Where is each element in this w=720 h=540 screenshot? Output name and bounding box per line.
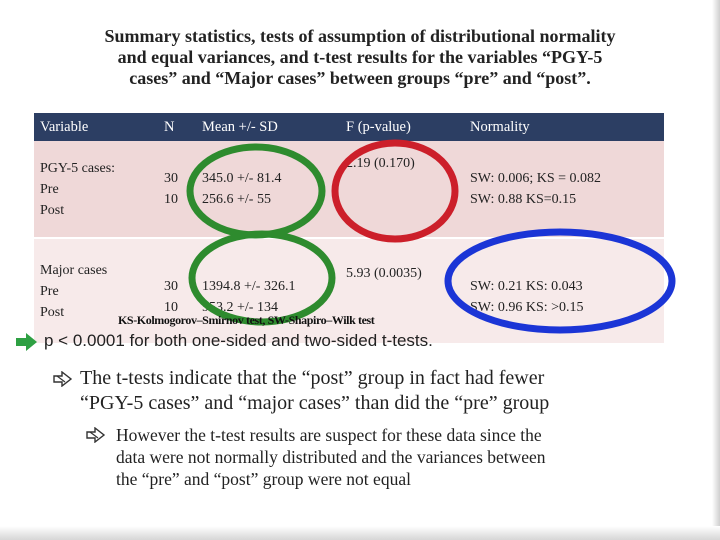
variable-cell: Major cases Pre Post bbox=[34, 238, 158, 345]
hollow-arrow-bullet-icon bbox=[86, 427, 106, 443]
f-cell: 5.93 (0.0035) bbox=[340, 238, 464, 345]
bullet-sub-text: However the t-test results are suspect f… bbox=[116, 424, 668, 490]
slide-title: Summary statistics, tests of assumption … bbox=[40, 26, 680, 89]
header-variable: Variable bbox=[34, 113, 158, 141]
header-normality: Normality bbox=[464, 113, 664, 141]
f-cell: 2.19 (0.170) bbox=[340, 141, 464, 239]
bullet-sub-line: the “pre” and “post” group were not equa… bbox=[116, 469, 411, 489]
normality-pre: SW: 0.21 KS: 0.043 bbox=[470, 279, 583, 294]
n-cell: 30 10 bbox=[158, 238, 196, 345]
normality-pre: SW: 0.006; KS = 0.082 bbox=[470, 171, 602, 186]
n-post: 10 bbox=[164, 300, 178, 315]
header-f-pvalue: F (p-value) bbox=[340, 113, 464, 141]
bullet-sub-line: However the t-test results are suspect f… bbox=[116, 425, 542, 445]
normality-post: SW: 0.96 KS: >0.15 bbox=[470, 300, 584, 315]
title-line: cases” and “Major cases” between groups … bbox=[129, 68, 591, 88]
title-line: and equal variances, and t-test results … bbox=[117, 47, 603, 67]
n-cell: 30 10 bbox=[158, 141, 196, 239]
mean-oval-bottom bbox=[188, 230, 336, 326]
header-n: N bbox=[158, 113, 196, 141]
bullet-main-text: The t-tests indicate that the “post” gro… bbox=[80, 366, 655, 416]
title-line: Summary statistics, tests of assumption … bbox=[104, 26, 616, 46]
mean-post: 256.6 +/- 55 bbox=[202, 192, 271, 207]
table-footnote: KS-Kolmogorov–Smirnov test, SW-Shapiro–W… bbox=[118, 313, 375, 327]
mean-pre: 345.0 +/- 81.4 bbox=[202, 171, 282, 186]
variable-group-post: Post bbox=[40, 304, 65, 320]
slide-edge-shadow-bottom bbox=[0, 526, 720, 540]
mean-oval-top bbox=[186, 143, 326, 239]
variable-name: PGY-5 cases: bbox=[40, 160, 116, 176]
normality-oval bbox=[444, 228, 676, 334]
f-oval bbox=[331, 139, 459, 243]
result-line: p < 0.0001 for both one-sided and two-si… bbox=[44, 331, 433, 350]
n-post: 10 bbox=[164, 192, 178, 207]
table-header-row: Variable N Mean +/- SD F (p-value) Norma… bbox=[34, 113, 664, 141]
normality-post: SW: 0.88 KS=0.15 bbox=[470, 192, 577, 207]
variable-group-pre: Pre bbox=[40, 283, 59, 299]
hollow-arrow-bullet-icon bbox=[53, 371, 73, 387]
n-pre: 30 bbox=[164, 279, 178, 294]
header-mean-sd: Mean +/- SD bbox=[196, 113, 340, 141]
slide-edge-shadow-right bbox=[712, 0, 720, 540]
variable-name: Major cases bbox=[40, 262, 108, 278]
variable-cell: PGY-5 cases: Pre Post bbox=[34, 141, 158, 239]
bullet-main-line: The t-tests indicate that the “post” gro… bbox=[80, 367, 545, 389]
bullet-main: The t-tests indicate that the “post” gro… bbox=[53, 366, 655, 416]
variable-group-post: Post bbox=[40, 202, 65, 218]
variable-group-pre: Pre bbox=[40, 181, 59, 197]
bullet-sub-line: data were not normally distributed and t… bbox=[116, 447, 546, 467]
table-row: Major cases Pre Post 30 10 1394.8 +/- 32… bbox=[34, 238, 664, 345]
normality-cell: SW: 0.006; KS = 0.082 SW: 0.88 KS=0.15 bbox=[464, 141, 664, 239]
mean-cell: 1394.8 +/- 326.1 953.2 +/- 134 bbox=[196, 238, 340, 345]
table-row: PGY-5 cases: Pre Post 30 10 345.0 +/- 81… bbox=[34, 141, 664, 239]
n-pre: 30 bbox=[164, 171, 178, 186]
bullet-main-line: “PGY-5 cases” and “major cases” than did… bbox=[80, 392, 550, 414]
f-value: 5.93 (0.0035) bbox=[346, 266, 422, 281]
green-arrow-icon bbox=[16, 333, 37, 351]
bullet-sub: However the t-test results are suspect f… bbox=[86, 424, 668, 490]
f-value: 2.19 (0.170) bbox=[346, 156, 415, 171]
statistics-table: Variable N Mean +/- SD F (p-value) Norma… bbox=[34, 113, 664, 345]
mean-pre: 1394.8 +/- 326.1 bbox=[202, 279, 296, 294]
